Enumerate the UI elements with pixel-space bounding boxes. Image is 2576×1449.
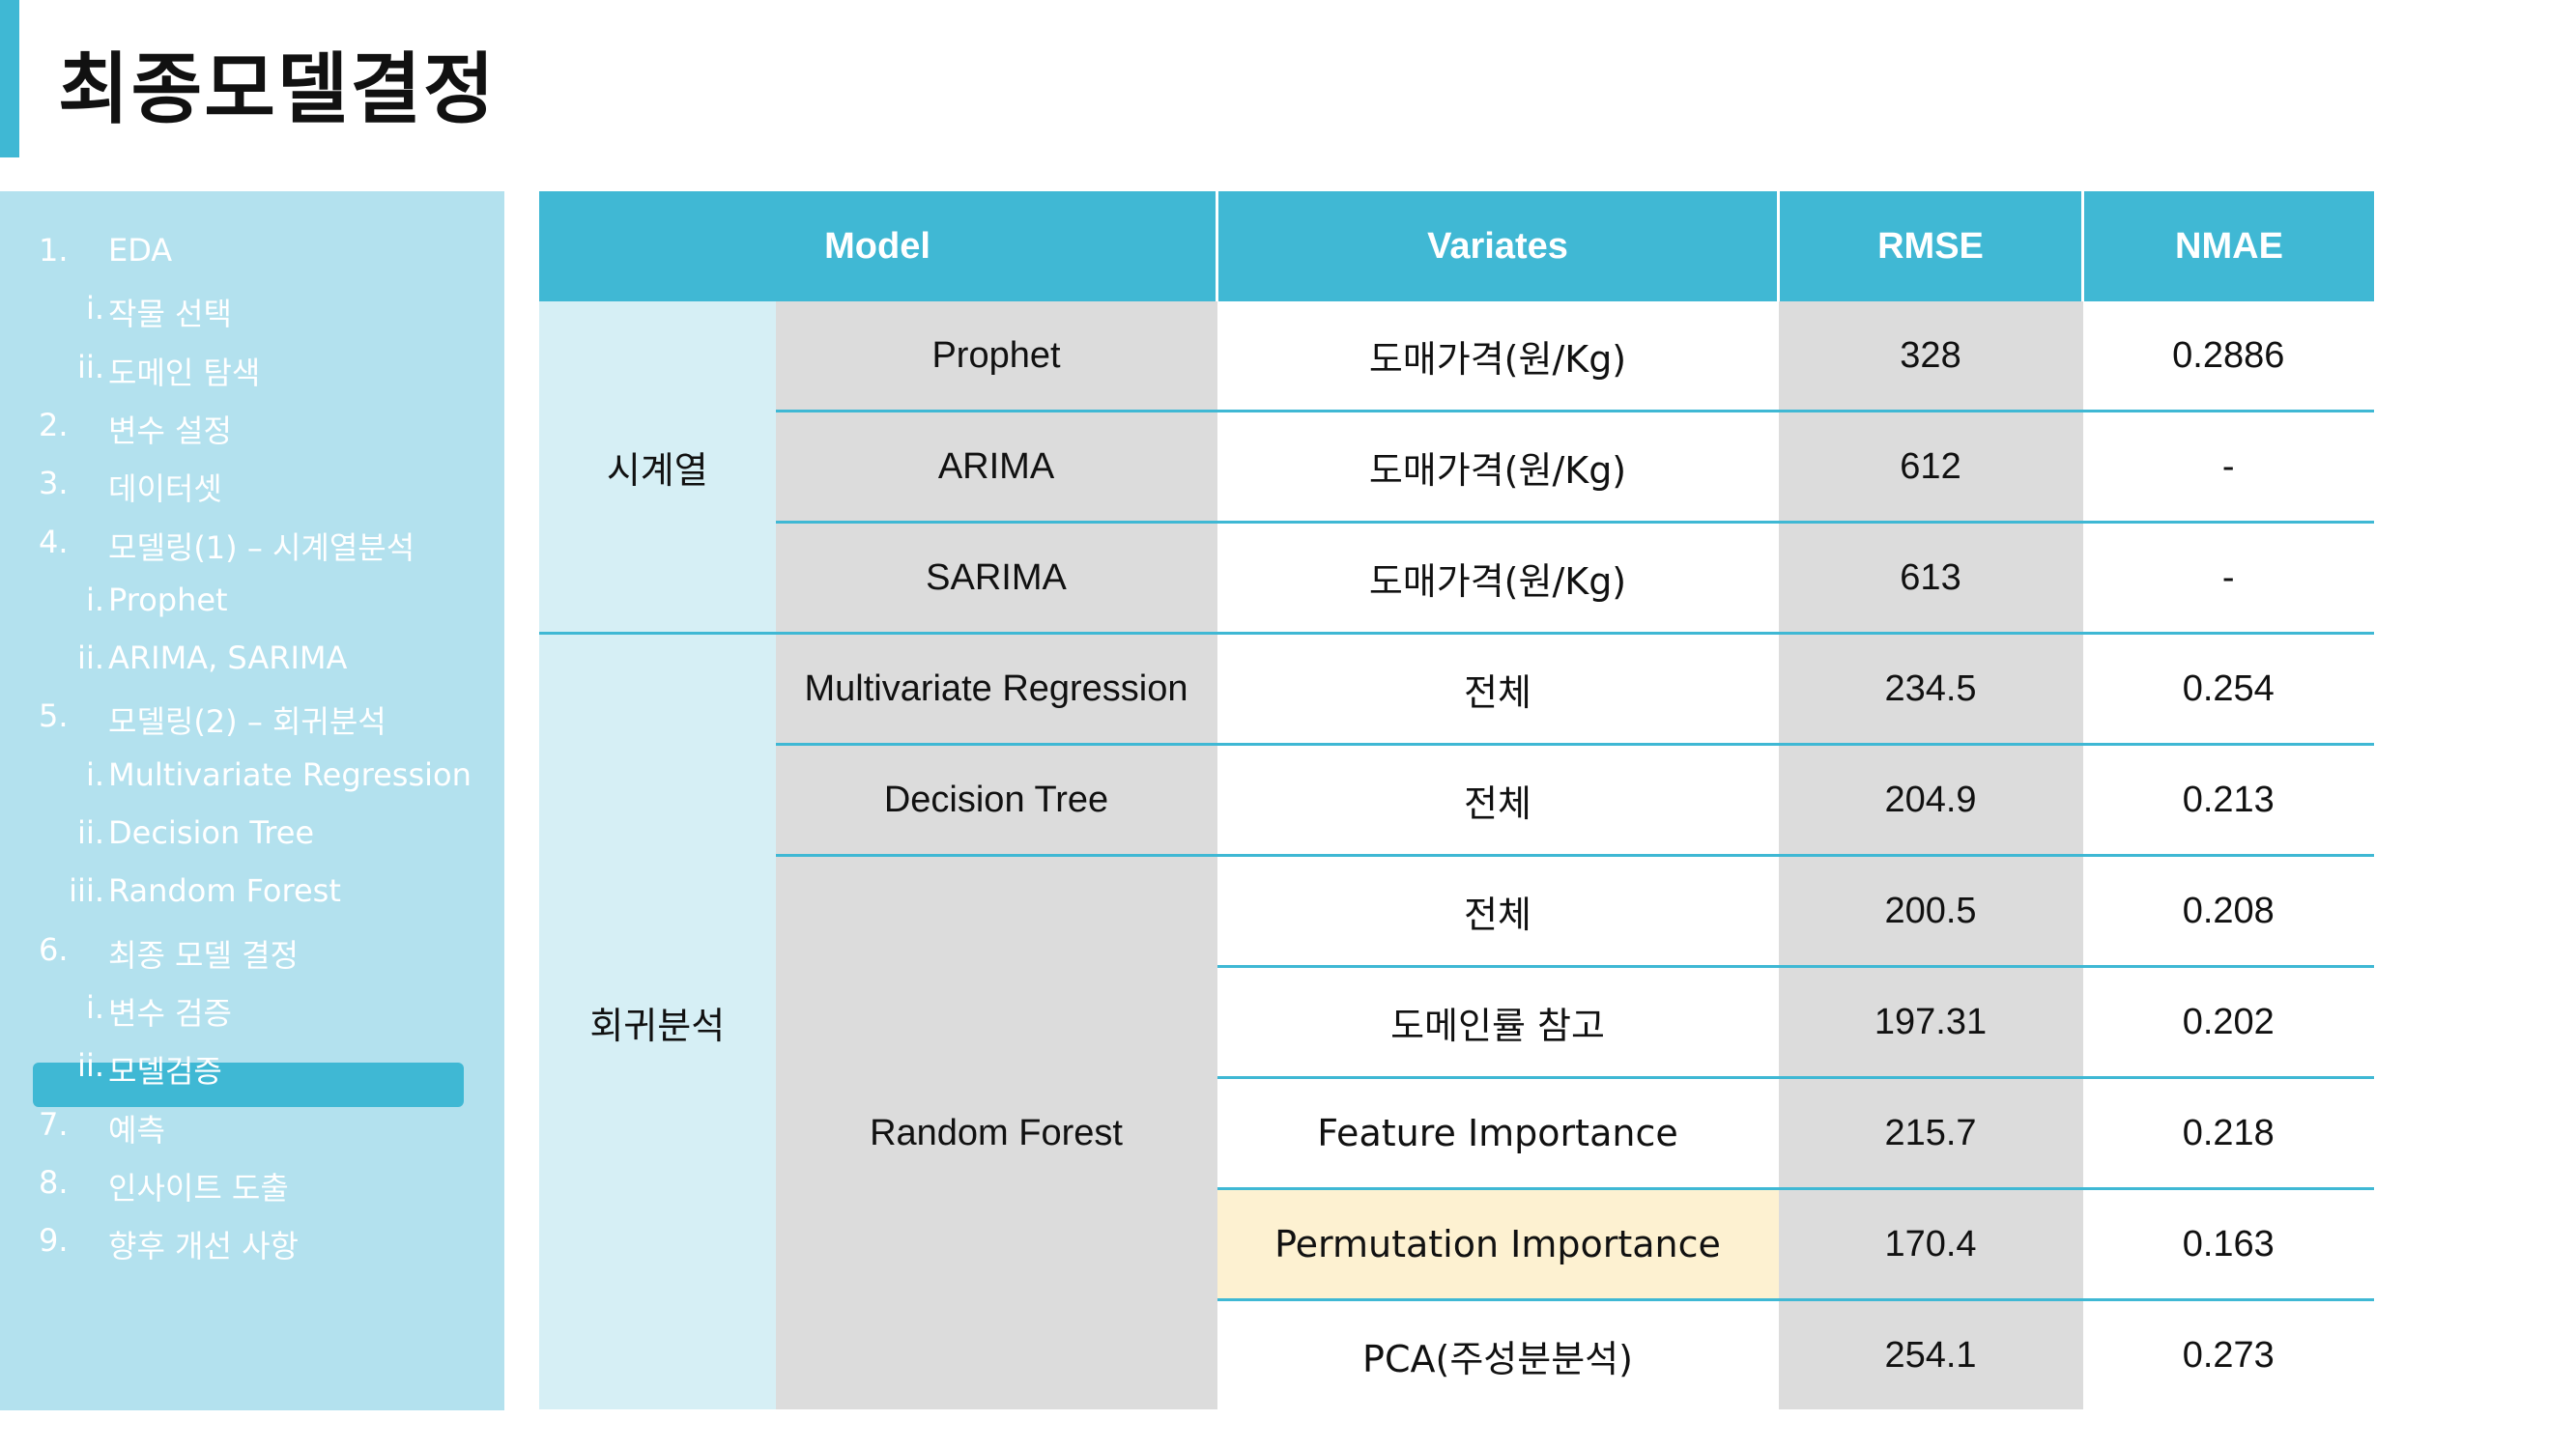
rmse-cell: 215.7 (1778, 1077, 2083, 1190)
toc-sidebar: 1. EDA i. 작물 선택 ii. 도메인 탐색 2. 변수 설정 3. 데이터셋 4. 모델링(… (0, 191, 504, 1410)
model-prophet: Prophet (775, 301, 1217, 412)
toc-item-number: 2. (39, 407, 69, 443)
variates-cell: PCA(주성분분석) (1216, 1299, 1779, 1409)
toc-item-number: ii. (77, 349, 104, 385)
toc-item-number: ii. (77, 814, 104, 851)
table-row: 시계열 Prophet 도매가격(원/Kg) 328 0.2886 (539, 301, 2374, 635)
toc-item-number: 6. (39, 931, 69, 968)
rmse-cell: 170.4 (1778, 1188, 2083, 1301)
variates-cell: 도매가격(원/Kg) (1216, 301, 1779, 412)
page-title: 최종모델결정 (58, 44, 497, 134)
toc-item-number: 7. (39, 1106, 69, 1143)
table-row: SARIMA 도매가격(원/Kg) 613 - (539, 522, 2374, 635)
table-row: Decision Tree 전체 204.9 0.213 (539, 744, 2374, 857)
group-timeseries: 시계열 (539, 301, 776, 635)
variates-cell: 도매가격(원/Kg) (1216, 411, 1779, 524)
header-variates: Variates (1216, 191, 1780, 301)
table-row: ARIMA 도매가격(원/Kg) 612 - (539, 411, 2374, 524)
model-random-forest: Random Forest (775, 855, 1217, 1409)
variates-cell: 도매가격(원/Kg) (1216, 522, 1779, 635)
toc-item-number: 8. (39, 1164, 69, 1201)
nmae-cell: - (2082, 522, 2374, 635)
toc-section-label[interactable]: 최종 모델 결정 (108, 937, 299, 974)
table-header-row: Model Variates RMSE NMAE (539, 191, 2374, 301)
nmae-cell: 0.273 (2082, 1299, 2374, 1409)
toc-item-number: 3. (39, 465, 69, 501)
rmse-cell: 328 (1778, 301, 2083, 412)
header-model: Model (539, 191, 1218, 301)
toc-item-number: 4. (39, 524, 69, 560)
toc-section-label[interactable]: EDA (108, 232, 173, 269)
variates-cell-highlighted: Permutation Importance (1216, 1188, 1779, 1301)
rmse-cell: 200.5 (1778, 855, 2083, 968)
toc-item-number: i. (85, 582, 104, 618)
variates-cell: 전체 (1216, 855, 1779, 968)
group-regression: 회귀분석 (539, 633, 776, 1409)
toc-subsection-label[interactable]: 변수 검증 (108, 995, 232, 1032)
variates-cell: 도메인률 참고 (1216, 966, 1779, 1079)
nmae-cell: 0.213 (2082, 744, 2374, 857)
toc-section-label[interactable]: 예측 (108, 1112, 165, 1149)
rmse-cell: 197.31 (1778, 966, 2083, 1079)
table-row: 회귀분석 Multivariate Regression 전체 234.5 0.… (539, 633, 2374, 1409)
nmae-cell: 0.163 (2082, 1188, 2374, 1301)
rmse-cell: 254.1 (1778, 1299, 2083, 1409)
toc-subsection-label[interactable]: 모델검증 (108, 1053, 222, 1090)
toc-subsection-label[interactable]: 작물 선택 (108, 296, 232, 332)
toc-item-number: iii. (69, 872, 104, 909)
toc-section-label[interactable]: 모델링(1) – 시계열분석 (108, 529, 415, 566)
toc-item-number: 1. (39, 232, 69, 269)
model-arima: ARIMA (775, 411, 1217, 524)
toc-item-number: ii. (77, 1047, 104, 1084)
toc-active-highlight (33, 1063, 464, 1107)
toc-section-label[interactable]: 모델링(2) – 회귀분석 (108, 703, 386, 740)
toc-section-label[interactable]: 향후 개선 사항 (108, 1228, 299, 1264)
table-row: 도메인률 참고 197.31 0.202 (539, 966, 2374, 1079)
nmae-cell: - (2082, 411, 2374, 524)
toc-section-label[interactable]: 데이터셋 (108, 470, 222, 507)
toc-subsection-label[interactable]: Random Forest (108, 872, 341, 909)
toc-subsection-label[interactable]: 도메인 탐색 (108, 355, 261, 391)
toc-item-number: i. (85, 989, 104, 1026)
nmae-cell: 0.218 (2082, 1077, 2374, 1190)
nmae-cell: 0.208 (2082, 855, 2374, 968)
table-row: PCA(주성분분석) 254.1 0.273 (539, 1299, 2374, 1409)
toc-section-label[interactable]: 인사이트 도출 (108, 1170, 289, 1207)
variates-cell: Feature Importance (1216, 1077, 1779, 1190)
toc-item-number: i. (85, 756, 104, 793)
nmae-cell: 0.202 (2082, 966, 2374, 1079)
variates-cell: 전체 (1216, 633, 1779, 746)
toc-item-number: 5. (39, 697, 69, 734)
table-row: Random Forest 전체 200.5 0.208 (539, 855, 2374, 1409)
rmse-cell: 612 (1778, 411, 2083, 524)
nmae-cell: 0.254 (2082, 633, 2374, 746)
toc-item-number: 9. (39, 1222, 69, 1259)
rmse-cell: 204.9 (1778, 744, 2083, 857)
nmae-cell: 0.2886 (2082, 301, 2374, 412)
model-multivariate-regression: Multivariate Regression (775, 633, 1217, 746)
toc-section-label[interactable]: 변수 설정 (108, 412, 232, 449)
toc-subsection-label[interactable]: ARIMA, SARIMA (108, 639, 348, 676)
toc-subsection-label[interactable]: Decision Tree (108, 814, 315, 851)
rmse-cell: 234.5 (1778, 633, 2083, 746)
rmse-cell: 613 (1778, 522, 2083, 635)
header-rmse: RMSE (1778, 191, 2084, 301)
toc-item-number: i. (85, 290, 104, 327)
table-row: Feature Importance 215.7 0.218 (539, 1077, 2374, 1190)
toc-item-number: ii. (77, 639, 104, 676)
toc-subsection-label[interactable]: Multivariate Regression (108, 756, 472, 793)
variates-cell: 전체 (1216, 744, 1779, 857)
model-sarima: SARIMA (775, 522, 1217, 635)
model-comparison-table: Model Variates RMSE NMAE 시계열 Prophet 도매가… (539, 191, 2374, 1409)
header-nmae: NMAE (2082, 191, 2374, 301)
title-accent-bar (0, 0, 19, 157)
table-row: Permutation Importance 170.4 0.163 (539, 1188, 2374, 1301)
model-decision-tree: Decision Tree (775, 744, 1217, 857)
toc-subsection-label[interactable]: Prophet (108, 582, 228, 618)
